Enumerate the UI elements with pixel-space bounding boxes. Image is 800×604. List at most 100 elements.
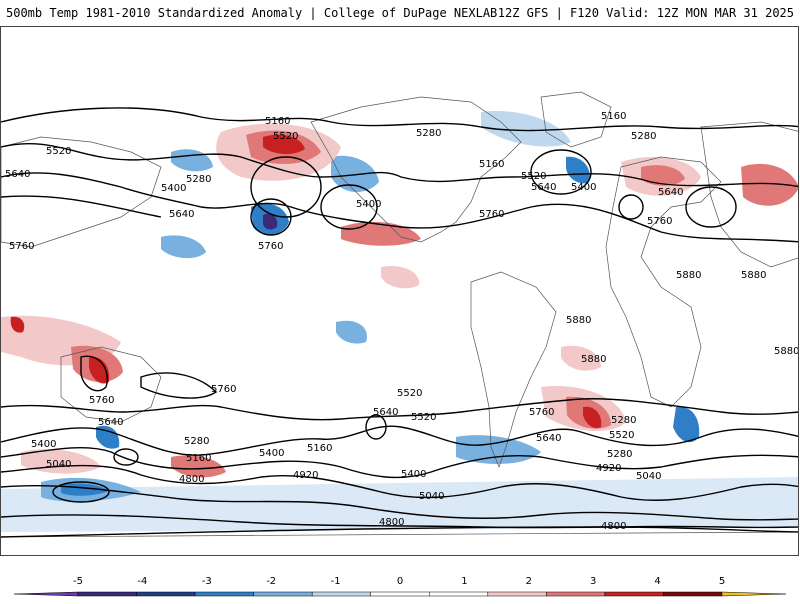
contour-label: 5880: [566, 315, 591, 326]
contour-line: [80, 355, 108, 392]
contour-label: 5760: [89, 395, 114, 406]
contour-line: [1, 142, 798, 188]
contour-line: [1, 514, 798, 529]
colorbar-tick-labels: -5 -4 -3 -2 -1 0 1 2 3 4 5: [73, 576, 725, 587]
contour-label-layer: 5160 5520 5280 5160 5280 5520 5640 5280 …: [5, 111, 799, 532]
warm-anomaly-region: [171, 455, 226, 478]
contour-label: 5640: [658, 187, 683, 198]
run-info: 12Z GFS | F120 Valid: 12Z MON MAR 31 202…: [497, 6, 794, 20]
colorbar-segment: [546, 591, 606, 597]
colorbar-segment: [663, 591, 723, 597]
contour-label: 5160: [186, 453, 211, 464]
contour-label: 5280: [607, 449, 632, 460]
south-america-outline: [470, 271, 557, 468]
map-title: 500mb Temp 1981-2010 Standardized Anomal…: [6, 6, 498, 20]
warm-anomaly-region: [341, 221, 421, 246]
contour-label: 5760: [479, 209, 504, 220]
contour-label: 5760: [9, 241, 34, 252]
colorbar-tick-label: 5: [719, 576, 725, 587]
colorbar-tick-label: -1: [331, 576, 341, 587]
colorbar-segment: [604, 591, 664, 597]
colorbar-segment: [487, 591, 547, 597]
warm-anomaly-region: [263, 134, 305, 155]
australia-outline: [60, 346, 162, 423]
contour-closed-low: [52, 481, 110, 503]
colorbar-tick-label: -3: [202, 576, 212, 587]
contour-closed-low: [685, 186, 737, 228]
warm-anomaly-region: [381, 265, 420, 289]
contour-line: [1, 484, 798, 521]
contour-label: 5160: [307, 443, 332, 454]
asia-outline: [1, 136, 162, 248]
colorbar-tick-label: 0: [397, 576, 403, 587]
cold-anomaly-region: [161, 235, 206, 259]
colorbar-segment: [370, 591, 430, 597]
contour-label: 4800: [601, 521, 626, 532]
contour-line: [1, 195, 162, 218]
contour-label: 5280: [184, 436, 209, 447]
colorbar-under-arrow: [13, 591, 79, 597]
colorbar-tick-label: 4: [654, 576, 660, 587]
contour-closed-low: [530, 149, 592, 195]
colorbar-segment: [136, 591, 196, 597]
cold-anomaly-region: [171, 149, 213, 172]
contour-line: [1, 425, 798, 456]
contour-label: 5640: [98, 417, 123, 428]
contour-label: 5400: [356, 199, 381, 210]
contour-label: 5880: [581, 354, 606, 365]
cold-anomaly-region: [566, 156, 590, 184]
colorbar-segment: [194, 591, 254, 597]
contour-closed-low: [113, 448, 139, 466]
contour-label: 5160: [601, 111, 626, 122]
greenland-outline: [540, 91, 612, 148]
contour-label: 5040: [636, 471, 661, 482]
title-bar: 500mb Temp 1981-2010 Standardized Anomal…: [0, 0, 800, 26]
contour-label: 5280: [186, 174, 211, 185]
cold-anomaly-region: [1, 477, 798, 532]
cold-anomaly-region: [673, 406, 700, 443]
contour-label: 5640: [531, 182, 556, 193]
contour-label: 5880: [774, 346, 799, 357]
anomaly-map: 5160 5520 5280 5160 5280 5520 5640 5280 …: [1, 91, 799, 538]
colorbar-tick-label: -5: [73, 576, 83, 587]
colorbar-svg: -5 -4 -3 -2 -1 0 1 2 3 4 5: [13, 576, 787, 597]
colorbar-segment: [429, 591, 489, 597]
warm-anomaly-region: [89, 356, 110, 384]
contour-label: 5160: [479, 159, 504, 170]
contour-line: [1, 172, 798, 243]
contour-label: 5280: [631, 131, 656, 142]
map-panel: 5160 5520 5280 5160 5280 5520 5640 5280 …: [0, 26, 799, 556]
cold-anomaly-region: [96, 425, 120, 449]
anomaly-shading: [1, 111, 798, 532]
contour-label: 5400: [571, 182, 596, 193]
warm-anomaly-region: [10, 316, 25, 333]
contour-label: 5520: [521, 171, 546, 182]
contour-label: 5400: [31, 439, 56, 450]
contour-closed-low: [365, 414, 387, 440]
warm-anomaly-region: [641, 165, 685, 186]
contour-label: 5400: [401, 469, 426, 480]
colorbar-tick-label: 1: [461, 576, 467, 587]
contour-label: 5400: [161, 183, 186, 194]
colorbar-tick-label: -2: [266, 576, 276, 587]
cold-anomaly-region: [481, 111, 571, 147]
antarctica-outline: [1, 531, 798, 538]
contour-closed-low: [320, 184, 378, 230]
contour-label: 5280: [416, 128, 441, 139]
contour-label: 5400: [259, 448, 284, 459]
contour-line: [1, 107, 798, 132]
colorbar-segment: [77, 591, 137, 597]
contour-label: 5160: [265, 116, 290, 127]
contour-label: 5520: [411, 412, 436, 423]
colorbar-tick-label: -4: [137, 576, 147, 587]
contour-line: [1, 447, 798, 479]
contour-label: 5880: [741, 270, 766, 281]
north-america-outline: [310, 96, 522, 243]
contour-label: 5760: [258, 241, 283, 252]
colorbar-tick-label: 2: [526, 576, 532, 587]
contour-label: 5760: [647, 216, 672, 227]
contour-label: 4800: [179, 474, 204, 485]
contour-closed-low: [250, 156, 322, 218]
contour-label: 4920: [596, 463, 621, 474]
contour-label: 5280: [611, 415, 636, 426]
